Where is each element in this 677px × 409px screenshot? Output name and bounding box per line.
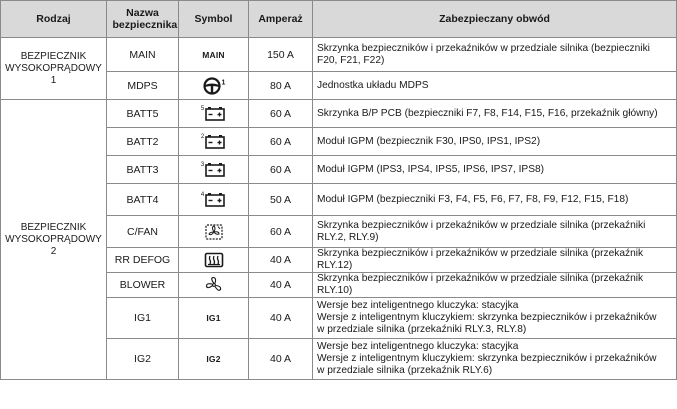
fuse-amperage: 150 A bbox=[248, 37, 313, 72]
fuse-circuit: Skrzynka bezpieczników i przekaźników w … bbox=[312, 272, 677, 298]
fuse-name: C/FAN bbox=[106, 215, 179, 248]
header-symbol: Symbol bbox=[178, 0, 249, 38]
fuse-symbol: 5 bbox=[178, 99, 249, 128]
fuse-amperage: 40 A bbox=[248, 338, 313, 380]
battery-icon bbox=[205, 106, 225, 121]
fuse-amperage: 80 A bbox=[248, 71, 313, 100]
fuse-circuit: Skrzynka bezpieczników i przekaźników w … bbox=[312, 37, 677, 72]
fuse-amperage: 60 A bbox=[248, 155, 313, 184]
fuse-symbol bbox=[178, 272, 249, 298]
fuse-circuit: Wersje bez inteligentnego kluczyka: stac… bbox=[312, 338, 677, 380]
fuse-name: BATT2 bbox=[106, 127, 179, 156]
fuse-symbol: 2 bbox=[178, 127, 249, 156]
fuse-amperage: 40 A bbox=[248, 272, 313, 298]
header-fuse-name: Nazwa bezpiecznika bbox=[106, 0, 179, 38]
header-fuse-name-text: Nazwa bezpiecznika bbox=[112, 7, 178, 31]
fuse-circuit: Skrzynka B/P PCB (bezpieczniki F7, F8, F… bbox=[312, 99, 677, 128]
ig1-text-icon: IG1 bbox=[206, 313, 221, 323]
battery-icon bbox=[205, 134, 225, 149]
steering-wheel-icon bbox=[202, 76, 221, 95]
fuse-circuit: Moduł IGPM (bezpiecznik F30, IPS0, IPS1,… bbox=[312, 127, 677, 156]
symbol-superscript: 3 bbox=[200, 161, 205, 168]
symbol-superscript: 4 bbox=[200, 191, 205, 198]
fuse-symbol: 4 bbox=[178, 183, 249, 216]
fuse-name: IG2 bbox=[106, 338, 179, 380]
fuse-symbol: MAIN bbox=[178, 37, 249, 72]
symbol-superscript: 1 bbox=[221, 78, 226, 86]
fuse-amperage: 60 A bbox=[248, 127, 313, 156]
fuse-name: BATT3 bbox=[106, 155, 179, 184]
symbol-superscript: 5 bbox=[200, 105, 205, 112]
table-row: C/FAN 60 A Skrzynka bezpieczników i prze… bbox=[1, 215, 677, 248]
fuse-table: Rodzaj Nazwa bezpiecznika Symbol Amperaż… bbox=[0, 0, 677, 380]
rear-defog-icon bbox=[204, 252, 223, 268]
group-type-2: BEZPIECZNIK WYSOKOPRĄDOWY 2 bbox=[0, 99, 107, 380]
fuse-circuit: Moduł IGPM (bezpieczniki F3, F4, F5, F6,… bbox=[312, 183, 677, 216]
fuse-amperage: 50 A bbox=[248, 183, 313, 216]
fuse-amperage: 60 A bbox=[248, 99, 313, 128]
fuse-name: IG1 bbox=[106, 297, 179, 339]
symbol-superscript: 2 bbox=[200, 133, 205, 140]
circuit-line: Wersje z inteligentnym kluczykiem: skrzy… bbox=[317, 312, 657, 323]
table-row: BATT2 2 60 A Moduł IGPM (bezpiecznik F30… bbox=[1, 127, 677, 156]
fuse-name: MAIN bbox=[106, 37, 179, 72]
fuse-amperage: 60 A bbox=[248, 215, 313, 248]
fuse-circuit: Skrzynka bezpieczników i przekaźników w … bbox=[312, 215, 677, 248]
fuse-amperage: 40 A bbox=[248, 297, 313, 339]
circuit-line: Wersje z inteligentnym kluczykiem: skrzy… bbox=[317, 353, 657, 364]
battery-icon bbox=[205, 192, 225, 207]
fuse-name: RR DEFOG bbox=[106, 247, 179, 273]
circuit-line: w przedziale silnika (przekaźnik RLY.6) bbox=[317, 365, 493, 376]
table-header: Rodzaj Nazwa bezpiecznika Symbol Amperaż… bbox=[0, 0, 677, 38]
main-text-icon: MAIN bbox=[202, 49, 225, 60]
header-amperage: Amperaż bbox=[248, 0, 313, 38]
table-row: BATT3 3 60 A Moduł IGPM (IPS3, IPS4, IPS… bbox=[1, 155, 677, 184]
fuse-symbol: 3 bbox=[178, 155, 249, 184]
fuse-name: MDPS bbox=[106, 71, 179, 100]
fuse-name: BATT4 bbox=[106, 183, 179, 216]
group-type-1: BEZPIECZNIK WYSOKOPRĄDOWY 1 bbox=[0, 37, 107, 100]
fuse-symbol: IG1 bbox=[178, 297, 249, 339]
table-row: IG1 IG1 40 A Wersje bez inteligentnego k… bbox=[1, 297, 677, 339]
battery-icon bbox=[205, 162, 225, 177]
fuse-circuit: Skrzynka bezpieczników i przekaźników w … bbox=[312, 247, 677, 273]
fuse-circuit: Wersje bez inteligentnego kluczyka: stac… bbox=[312, 297, 677, 339]
fuse-symbol bbox=[178, 247, 249, 273]
fuse-name: BATT5 bbox=[106, 99, 179, 128]
fuse-circuit: Moduł IGPM (IPS3, IPS4, IPS5, IPS6, IPS7… bbox=[312, 155, 677, 184]
table-row: MDPS 1 80 A Jednostka układu MDPS bbox=[1, 71, 677, 100]
cooling-fan-icon bbox=[204, 223, 223, 240]
circuit-line: Wersje bez inteligentnego kluczyka: stac… bbox=[317, 300, 519, 311]
table-row: IG2 IG2 40 A Wersje bez inteligentnego k… bbox=[1, 338, 677, 380]
fuse-amperage: 40 A bbox=[248, 247, 313, 273]
table-row: RR DEFOG 40 A Skrzynka bezpieczników i p… bbox=[1, 247, 677, 273]
ig2-text-icon: IG2 bbox=[206, 354, 221, 364]
blower-fan-icon bbox=[205, 276, 221, 291]
table-row: BEZPIECZNIK WYSOKOPRĄDOWY 2 BATT5 5 60 A… bbox=[0, 99, 677, 380]
fuse-circuit: Jednostka układu MDPS bbox=[312, 71, 677, 100]
header-type: Rodzaj bbox=[0, 0, 107, 38]
header-circuit: Zabezpieczany obwód bbox=[312, 0, 677, 38]
circuit-line: w przedziale silnika (przekaźniki RLY.3,… bbox=[317, 324, 527, 335]
fuse-symbol: 1 bbox=[178, 71, 249, 100]
fuse-name: BLOWER bbox=[106, 272, 179, 298]
fuse-symbol bbox=[178, 215, 249, 248]
table-row: BEZPIECZNIK WYSOKOPRĄDOWY 1 MAIN MAIN 15… bbox=[0, 37, 677, 100]
circuit-line: Wersje bez inteligentnego kluczyka: stac… bbox=[317, 341, 519, 352]
fuse-symbol: IG2 bbox=[178, 338, 249, 380]
